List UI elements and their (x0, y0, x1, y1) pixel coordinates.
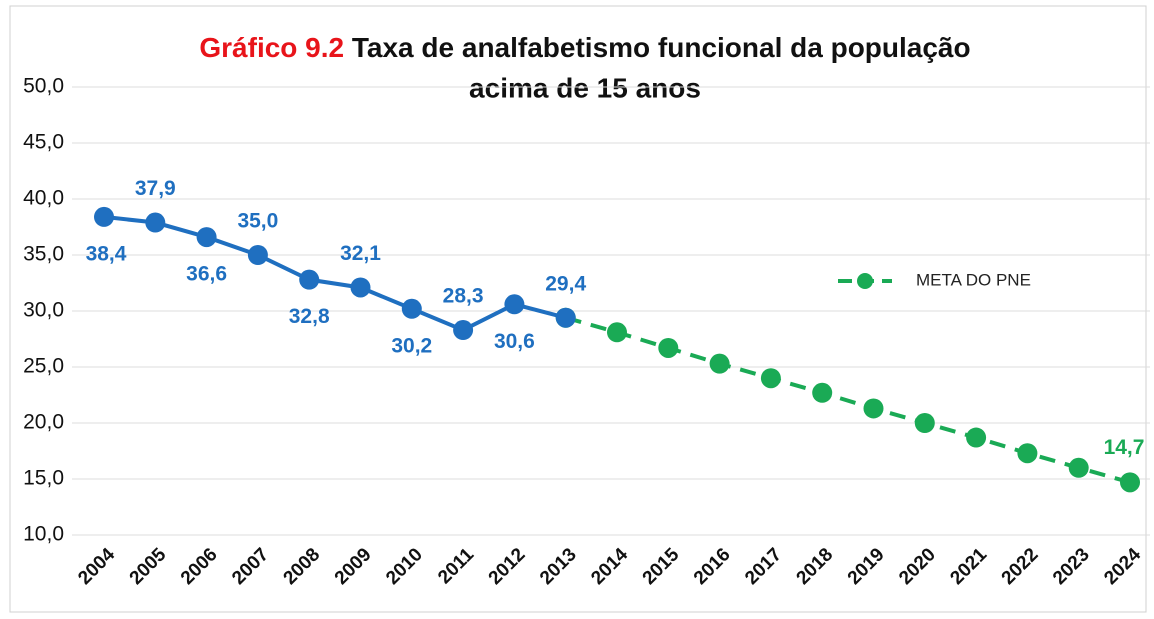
data-point (1120, 472, 1140, 493)
chart-frame (9, 5, 1147, 613)
data-point (1068, 457, 1089, 478)
chart-title: Gráfico 9.2 Taxa de analfabetismo funcio… (199, 32, 970, 63)
data-label: 14,7 (1104, 436, 1145, 459)
data-label: 37,9 (135, 177, 176, 200)
data-point (658, 337, 679, 358)
data-point (453, 320, 474, 341)
data-label: 36,6 (186, 263, 227, 286)
y-tick-label: 20,0 (23, 411, 64, 434)
data-point (299, 269, 320, 290)
data-point (1017, 443, 1038, 464)
y-tick-label: 15,0 (23, 467, 64, 490)
data-point (94, 206, 114, 227)
data-label: 35,0 (237, 210, 278, 233)
y-tick-label: 35,0 (23, 243, 64, 266)
data-point (812, 382, 833, 403)
legend-label: META DO PNE (916, 270, 1031, 289)
data-point (607, 322, 627, 343)
data-point (145, 212, 166, 233)
data-label: 29,4 (545, 272, 586, 295)
title-line: Taxa de analfabetismo funcional da popul… (352, 32, 971, 63)
data-point (709, 353, 730, 374)
data-label: 30,6 (494, 330, 535, 353)
data-point (504, 294, 525, 315)
data-label: 32,8 (289, 305, 330, 328)
series-line (565, 315, 1131, 485)
y-tick-label: 10,0 (23, 523, 64, 546)
legend-swatch-marker (857, 273, 873, 289)
y-tick-label: 45,0 (23, 131, 64, 154)
y-tick-label: 40,0 (23, 187, 64, 210)
data-label: 28,3 (443, 285, 484, 308)
data-point (555, 307, 576, 328)
title-label: Gráfico 9.2 (199, 32, 344, 63)
data-point (247, 245, 268, 265)
y-tick-label: 50,0 (23, 75, 64, 98)
y-tick-label: 25,0 (23, 355, 64, 378)
data-point (196, 227, 217, 248)
data-point (966, 427, 987, 448)
data-label: 38,4 (86, 242, 127, 265)
data-label: 30,2 (391, 334, 432, 357)
series-line (103, 214, 567, 333)
data-label: 32,1 (340, 242, 381, 265)
title-line: acima de 15 anos (469, 72, 701, 103)
data-point (760, 368, 781, 389)
data-point (863, 398, 884, 419)
data-point (914, 413, 935, 433)
data-point (401, 298, 422, 319)
y-tick-label: 30,0 (23, 299, 64, 322)
data-point (350, 277, 371, 298)
